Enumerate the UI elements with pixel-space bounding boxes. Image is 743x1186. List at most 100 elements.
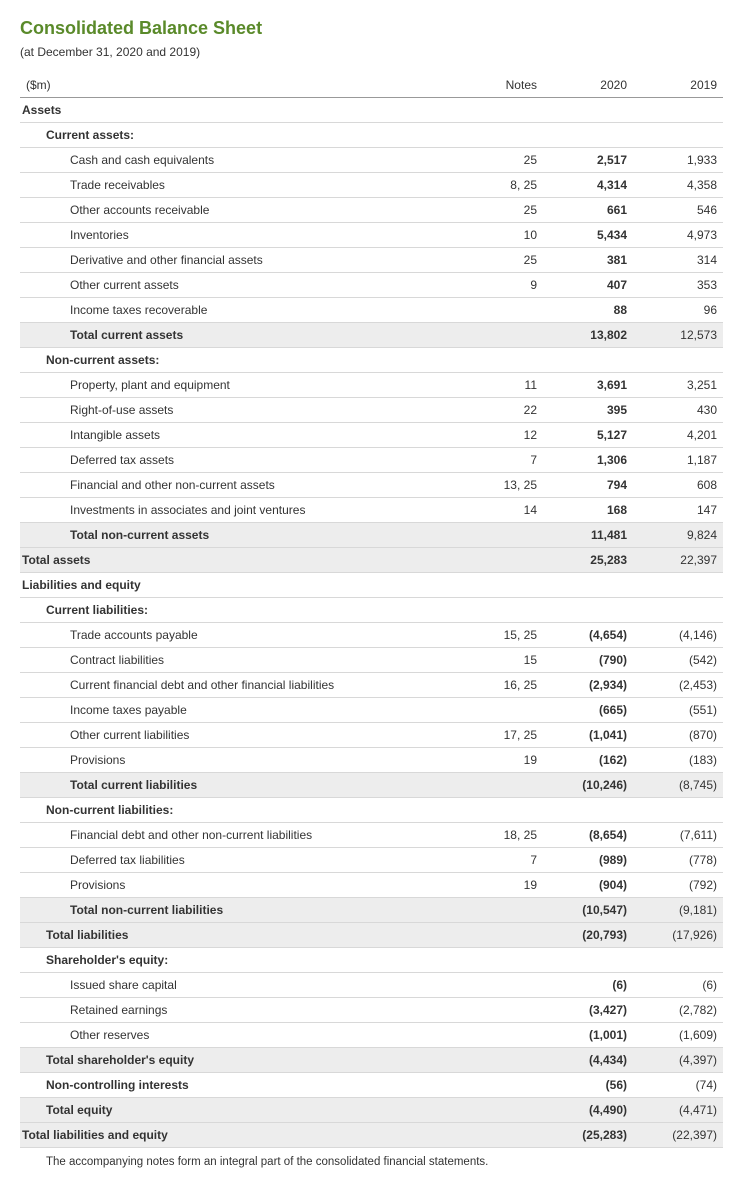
row-notes: 9 bbox=[473, 273, 543, 298]
table-row: Financial debt and other non-current lia… bbox=[20, 823, 723, 848]
row-value-2019: 1,933 bbox=[633, 148, 723, 173]
row-value-2020: (10,246) bbox=[543, 773, 633, 798]
row-value-2020: (25,283) bbox=[543, 1123, 633, 1148]
row-value-2020: 2,517 bbox=[543, 148, 633, 173]
table-row: Inventories105,4344,973 bbox=[20, 223, 723, 248]
row-value-2019: 353 bbox=[633, 273, 723, 298]
row-label: Income taxes payable bbox=[20, 698, 473, 723]
table-row: Financial and other non-current assets13… bbox=[20, 473, 723, 498]
row-notes: 15 bbox=[473, 648, 543, 673]
row-value-2019: 4,201 bbox=[633, 423, 723, 448]
row-notes: 19 bbox=[473, 748, 543, 773]
row-value-2020: (904) bbox=[543, 873, 633, 898]
row-value-2020: 794 bbox=[543, 473, 633, 498]
table-row: Cash and cash equivalents252,5171,933 bbox=[20, 148, 723, 173]
row-label: Total liabilities bbox=[20, 923, 473, 948]
table-row: Other current liabilities17, 25(1,041)(8… bbox=[20, 723, 723, 748]
row-label: Non-current liabilities: bbox=[20, 798, 473, 823]
row-notes bbox=[473, 348, 543, 373]
row-notes: 13, 25 bbox=[473, 473, 543, 498]
row-value-2020: (989) bbox=[543, 848, 633, 873]
row-label: Derivative and other financial assets bbox=[20, 248, 473, 273]
row-value-2020: (665) bbox=[543, 698, 633, 723]
table-row: Deferred tax assets71,3061,187 bbox=[20, 448, 723, 473]
row-value-2019: (542) bbox=[633, 648, 723, 673]
row-label: Deferred tax assets bbox=[20, 448, 473, 473]
row-label: Total assets bbox=[20, 548, 473, 573]
row-value-2020: (3,427) bbox=[543, 998, 633, 1023]
row-label: Other accounts receivable bbox=[20, 198, 473, 223]
row-value-2019: (2,782) bbox=[633, 998, 723, 1023]
row-value-2020: 4,314 bbox=[543, 173, 633, 198]
row-notes bbox=[473, 323, 543, 348]
table-row: Current assets: bbox=[20, 123, 723, 148]
row-notes: 15, 25 bbox=[473, 623, 543, 648]
table-row: Other reserves(1,001)(1,609) bbox=[20, 1023, 723, 1048]
row-value-2019: (551) bbox=[633, 698, 723, 723]
row-value-2019: 546 bbox=[633, 198, 723, 223]
row-value-2020: 5,434 bbox=[543, 223, 633, 248]
row-value-2019: 1,187 bbox=[633, 448, 723, 473]
row-notes: 22 bbox=[473, 398, 543, 423]
table-row: Total current assets13,80212,573 bbox=[20, 323, 723, 348]
table-row: Total assets25,28322,397 bbox=[20, 548, 723, 573]
col-header-2019: 2019 bbox=[633, 73, 723, 98]
page-subtitle: (at December 31, 2020 and 2019) bbox=[20, 45, 723, 59]
row-value-2020: 1,306 bbox=[543, 448, 633, 473]
row-value-2020: 661 bbox=[543, 198, 633, 223]
row-label: Contract liabilities bbox=[20, 648, 473, 673]
table-row: Current liabilities: bbox=[20, 598, 723, 623]
table-row: Other current assets9407353 bbox=[20, 273, 723, 298]
row-value-2020: 5,127 bbox=[543, 423, 633, 448]
row-label: Provisions bbox=[20, 873, 473, 898]
row-value-2019: 22,397 bbox=[633, 548, 723, 573]
row-label: Other current liabilities bbox=[20, 723, 473, 748]
row-label: Issued share capital bbox=[20, 973, 473, 998]
row-label: Intangible assets bbox=[20, 423, 473, 448]
row-notes: 12 bbox=[473, 423, 543, 448]
table-row: Non-controlling interests(56)(74) bbox=[20, 1073, 723, 1098]
row-value-2019: (22,397) bbox=[633, 1123, 723, 1148]
row-label: Assets bbox=[20, 98, 473, 123]
row-notes: 16, 25 bbox=[473, 673, 543, 698]
table-row: Provisions19(162)(183) bbox=[20, 748, 723, 773]
row-value-2020: (1,041) bbox=[543, 723, 633, 748]
row-label: Total shareholder's equity bbox=[20, 1048, 473, 1073]
row-value-2020 bbox=[543, 598, 633, 623]
row-value-2020: 3,691 bbox=[543, 373, 633, 398]
row-value-2020: (2,934) bbox=[543, 673, 633, 698]
table-row: Non-current liabilities: bbox=[20, 798, 723, 823]
row-label: Trade accounts payable bbox=[20, 623, 473, 648]
row-notes bbox=[473, 923, 543, 948]
table-row: Derivative and other financial assets253… bbox=[20, 248, 723, 273]
row-value-2020: (20,793) bbox=[543, 923, 633, 948]
row-notes: 8, 25 bbox=[473, 173, 543, 198]
row-notes bbox=[473, 523, 543, 548]
page-title: Consolidated Balance Sheet bbox=[20, 18, 723, 39]
row-value-2020: 395 bbox=[543, 398, 633, 423]
row-label: Total non-current assets bbox=[20, 523, 473, 548]
row-value-2020: (6) bbox=[543, 973, 633, 998]
row-notes: 10 bbox=[473, 223, 543, 248]
table-row: Total liabilities(20,793)(17,926) bbox=[20, 923, 723, 948]
row-value-2019 bbox=[633, 798, 723, 823]
row-value-2020 bbox=[543, 348, 633, 373]
row-notes: 11 bbox=[473, 373, 543, 398]
row-value-2020: (56) bbox=[543, 1073, 633, 1098]
table-row: Issued share capital(6)(6) bbox=[20, 973, 723, 998]
row-label: Financial and other non-current assets bbox=[20, 473, 473, 498]
row-notes bbox=[473, 1123, 543, 1148]
row-notes: 14 bbox=[473, 498, 543, 523]
table-row: Shareholder's equity: bbox=[20, 948, 723, 973]
row-value-2020: (790) bbox=[543, 648, 633, 673]
row-value-2019: (1,609) bbox=[633, 1023, 723, 1048]
table-row: Right-of-use assets22395430 bbox=[20, 398, 723, 423]
row-notes: 7 bbox=[473, 848, 543, 873]
row-value-2020: 88 bbox=[543, 298, 633, 323]
table-row: Total equity(4,490)(4,471) bbox=[20, 1098, 723, 1123]
row-label: Non-controlling interests bbox=[20, 1073, 473, 1098]
row-value-2019: (870) bbox=[633, 723, 723, 748]
col-header-2020: 2020 bbox=[543, 73, 633, 98]
table-row: Total non-current liabilities(10,547)(9,… bbox=[20, 898, 723, 923]
row-label: Total current assets bbox=[20, 323, 473, 348]
